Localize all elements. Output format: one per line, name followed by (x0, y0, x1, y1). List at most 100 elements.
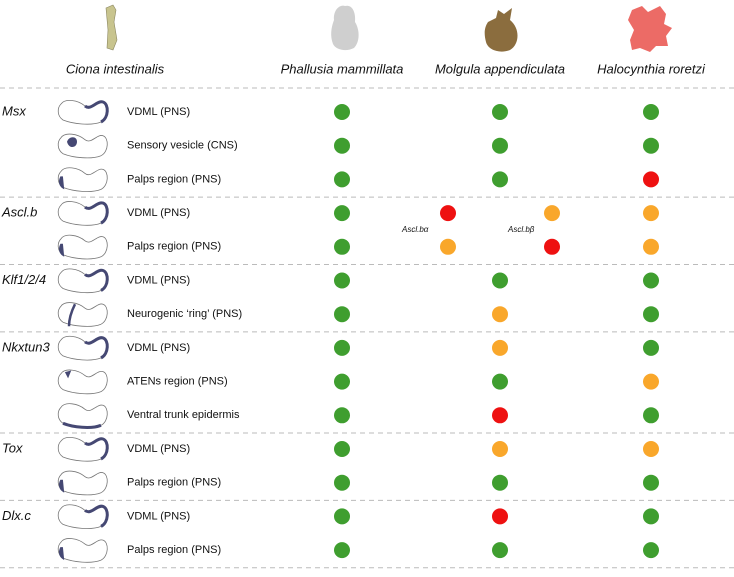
embryo-icon (57, 302, 108, 327)
status-dot (492, 474, 508, 491)
embryo-outline (57, 133, 108, 159)
region-label: VDML (PNS) (127, 106, 190, 118)
region-label: VDML (PNS) (127, 342, 190, 354)
gene-name: Dlx.c (2, 508, 31, 523)
embryo-icon (57, 369, 108, 395)
embryo-icon (57, 437, 109, 462)
embryo-outline (57, 167, 108, 192)
embryo-icon (57, 167, 108, 192)
status-dot (643, 474, 659, 491)
expression-domain (58, 243, 65, 257)
embryo-outline (57, 369, 108, 395)
species-name: Ciona intestinalis (66, 61, 165, 76)
gene-name: Nkxtun3 (2, 339, 50, 354)
status-dot (492, 171, 508, 188)
status-dot (492, 542, 508, 559)
status-dot (643, 542, 659, 559)
status-dot (643, 339, 659, 356)
region-label: Palps region (PNS) (127, 173, 221, 185)
species-name: Phallusia mammillata (281, 61, 404, 76)
ciona-icon (105, 4, 118, 51)
status-dot (334, 508, 350, 525)
embryo-icon (57, 470, 108, 496)
region-label: Neurogenic ‘ring’ (PNS) (127, 308, 242, 320)
region-label: Sensory vesicle (CNS) (127, 140, 238, 152)
expression-domain (67, 303, 77, 327)
expression-domain (84, 437, 109, 461)
embryo-icon (57, 268, 109, 294)
region-label: Palps region (PNS) (127, 241, 221, 253)
status-dot (544, 205, 560, 222)
embryo-icon (57, 335, 109, 361)
status-dot (334, 171, 350, 188)
embryo-icon (57, 100, 109, 125)
embryo-outline (57, 201, 108, 226)
status-dot (643, 407, 659, 424)
status-dot (492, 272, 508, 289)
status-dot (492, 508, 508, 525)
embryo-icon (57, 538, 108, 563)
status-dot (643, 137, 659, 154)
gene-name: Ascl.b (1, 205, 37, 220)
halocynthia-icon (628, 6, 672, 52)
expression-domain (58, 479, 65, 493)
status-dot (643, 508, 659, 525)
status-dot (334, 441, 350, 457)
gene-name: Klf1/2/4 (2, 272, 46, 287)
embryo-outline (57, 268, 108, 294)
region-label: Ventral trunk epidermis (127, 409, 240, 421)
region-label: Palps region (PNS) (127, 544, 221, 556)
status-dot (492, 306, 508, 323)
region-label: Palps region (PNS) (127, 477, 221, 489)
status-dot (440, 205, 456, 222)
expression-domain (58, 176, 65, 190)
species-name: Halocynthia roretzi (597, 61, 706, 76)
expression-domain (64, 370, 72, 379)
embryo-icon (57, 403, 108, 429)
molgula-icon (484, 8, 518, 52)
status-dot (643, 104, 659, 120)
gene-name: Tox (2, 440, 23, 455)
phallusia-icon (331, 5, 359, 51)
status-dot (643, 171, 659, 188)
status-dot (492, 373, 508, 390)
expression-domain (84, 201, 109, 225)
expression-domain (58, 547, 65, 561)
status-dot (643, 373, 659, 390)
paralog-label: Ascl.bα (401, 225, 429, 234)
embryo-icon (57, 201, 109, 226)
region-label: VDML (PNS) (127, 443, 190, 455)
species-name: Molgula appendiculata (435, 61, 565, 76)
status-dot (643, 441, 659, 457)
gene-name: Msx (2, 103, 26, 118)
status-dot (334, 104, 350, 120)
status-dot (492, 339, 508, 356)
expression-domain (62, 421, 102, 429)
paralog-label: Ascl.bβ (507, 225, 535, 234)
expression-domain (84, 336, 109, 360)
embryo-outline (57, 302, 108, 327)
expression-domain (84, 504, 109, 528)
status-dot (643, 238, 659, 255)
embryo-icon (57, 504, 109, 529)
embryo-icon (57, 234, 108, 260)
status-dot (334, 474, 350, 491)
status-dot (334, 306, 350, 323)
status-dot (643, 272, 659, 289)
status-dot (492, 441, 508, 457)
status-dot (334, 542, 350, 559)
status-dot (334, 272, 350, 289)
region-label: ATENs region (PNS) (127, 376, 228, 388)
status-dot (334, 238, 350, 255)
status-dot (643, 205, 659, 222)
embryo-outline (57, 335, 108, 361)
region-label: VDML (PNS) (127, 207, 190, 219)
status-dot (334, 339, 350, 356)
status-dot (544, 238, 560, 255)
status-dot (492, 407, 508, 424)
expression-domain (84, 268, 109, 292)
embryo-outline (57, 470, 108, 496)
status-dot (643, 306, 659, 323)
embryo-icon (57, 133, 108, 159)
